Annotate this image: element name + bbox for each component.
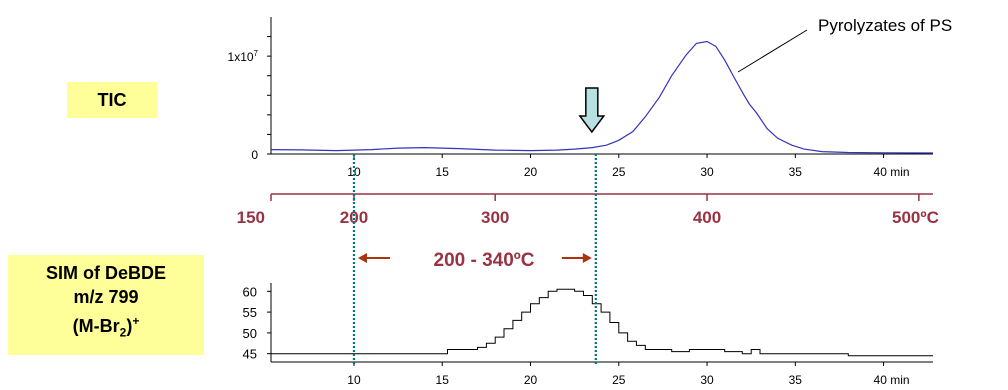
tic-x-tick-label: 15	[436, 165, 450, 179]
tic-y-tick-label: 1x107	[228, 49, 259, 64]
tic-label: TIC	[67, 82, 157, 118]
temp-axis-label: 150	[237, 208, 265, 227]
temp-axis-label: 300	[481, 208, 509, 227]
temp-axis-label: 500ºC	[892, 208, 939, 227]
sim-x-tick-label: 20	[524, 373, 538, 387]
tic-x-tick-label: 40 min	[874, 165, 910, 179]
temp-axis-label: 400	[693, 208, 721, 227]
sim-x-tick-label: 25	[612, 373, 626, 387]
sim-x-tick-label: 35	[789, 373, 803, 387]
temp-range-label: 200 - 340ºC	[434, 250, 535, 271]
down-arrow-icon	[578, 87, 606, 134]
tic-x-tick-label: 20	[524, 165, 538, 179]
sim-label-line1: SIM of DeBDE	[45, 263, 166, 283]
sim-x-tick-label: 15	[436, 373, 450, 387]
right-arrow-icon	[582, 253, 592, 263]
sim-label-line2: m/z 799	[73, 287, 139, 307]
sim-label-line3-pre: (M-Br	[72, 316, 120, 336]
tic-x-tick-label: 35	[789, 165, 803, 179]
tic-series-line	[270, 40, 934, 154]
left-arrow-icon	[357, 253, 367, 263]
sim-x-tick-label: 30	[700, 373, 714, 387]
tic-y-tick-label: 0	[251, 148, 258, 162]
annotation-text: Pyrolyzates of PS	[818, 16, 952, 35]
sim-y-tick-label: 50	[243, 326, 257, 341]
annotation-leader-line	[737, 29, 808, 73]
sim-label-line3: (M-Br2)+	[8, 309, 204, 345]
tic-x-tick-label: 25	[612, 165, 626, 179]
tic-y-tick-label-sup: 7	[254, 49, 259, 58]
tic-x-tick-label: 30	[700, 165, 714, 179]
sim-y-tick-label: 45	[243, 347, 257, 362]
sim-x-tick-label: 40 min	[874, 373, 910, 387]
sim-series-line	[271, 288, 933, 357]
sim-label-line3-sub: 2	[119, 325, 127, 340]
sim-label-line3-sup: +	[132, 314, 140, 328]
sim-label: SIM of DeBDE m/z 799 (M-Br2)+	[8, 255, 204, 355]
sim-label-line3-post: )	[126, 316, 133, 336]
sim-y-tick-label: 55	[243, 305, 257, 320]
sim-x-tick-label: 10	[347, 373, 361, 387]
sim-y-tick-label: 60	[243, 284, 257, 299]
temp-axis-label: 200	[340, 208, 368, 227]
